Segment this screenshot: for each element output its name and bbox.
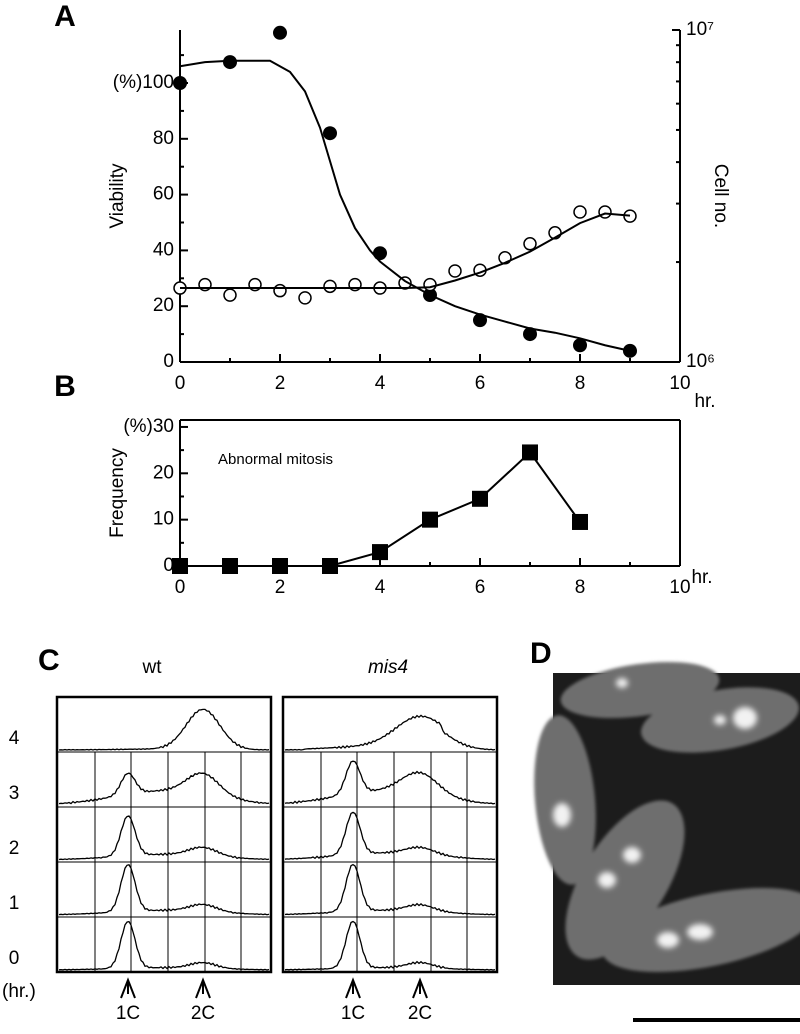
x-tick-label: 2 bbox=[275, 373, 286, 394]
data-point bbox=[223, 288, 237, 302]
histogram-frame bbox=[55, 695, 273, 974]
x-tick-label: 0 bbox=[175, 373, 186, 394]
micrograph bbox=[534, 661, 800, 985]
x-tick-label: 4 bbox=[375, 373, 386, 394]
panel-label: A bbox=[54, 0, 76, 33]
data-point bbox=[372, 544, 388, 561]
data-point bbox=[173, 76, 187, 91]
panel-label: B bbox=[54, 370, 76, 403]
y2-axis-label: Cell no. bbox=[710, 164, 731, 228]
x-tick-label: 4 bbox=[375, 577, 386, 598]
data-point bbox=[373, 246, 387, 261]
y-tick-label: 20 bbox=[153, 462, 174, 483]
histogram bbox=[284, 811, 496, 861]
y-axis-label: Viability bbox=[107, 163, 128, 229]
histogram bbox=[284, 920, 496, 971]
row-label: 3 bbox=[9, 783, 20, 804]
y-tick-label: 40 bbox=[153, 239, 174, 260]
arrows bbox=[120, 977, 428, 999]
x-tick-label: 8 bbox=[575, 577, 586, 598]
data-point bbox=[448, 264, 462, 278]
marker-label: 1C bbox=[341, 1003, 365, 1024]
x-tick-label: 6 bbox=[475, 577, 486, 598]
data-point bbox=[573, 205, 587, 219]
y-axis-label: Frequency bbox=[107, 448, 128, 538]
y-tick-label: 10 bbox=[153, 509, 174, 530]
data-point bbox=[223, 55, 237, 70]
data-point bbox=[323, 279, 337, 294]
data-point bbox=[423, 277, 437, 292]
time-unit: (hr.) bbox=[2, 981, 36, 1002]
data-point bbox=[422, 511, 438, 528]
data-point bbox=[298, 291, 312, 305]
x-tick-label: 0 bbox=[175, 577, 186, 598]
data-point bbox=[573, 338, 587, 353]
x-unit: hr. bbox=[691, 567, 712, 588]
y-tick-label: 0 bbox=[163, 351, 174, 372]
panel-label: C bbox=[38, 644, 60, 677]
y-tick-label: 60 bbox=[153, 184, 174, 205]
data-point bbox=[272, 558, 288, 574]
y-tick-label: (%)30 bbox=[123, 416, 174, 437]
y-tick-label: 80 bbox=[153, 128, 174, 149]
data-point bbox=[273, 283, 287, 298]
y-tick-label: 0 bbox=[163, 555, 174, 576]
histogram bbox=[58, 708, 270, 751]
x-tick-label: 8 bbox=[575, 373, 586, 394]
row-label: 0 bbox=[9, 948, 20, 969]
series-line bbox=[179, 59, 631, 352]
data-point bbox=[323, 126, 337, 141]
data-point bbox=[523, 237, 537, 251]
histogram bbox=[284, 760, 496, 805]
x-tick-label: 10 bbox=[669, 577, 690, 598]
data-point bbox=[623, 209, 637, 223]
data-point bbox=[572, 513, 588, 530]
data-point bbox=[322, 558, 338, 574]
marker-label: 2C bbox=[408, 1003, 432, 1024]
data-point bbox=[222, 558, 238, 574]
panel-label: D bbox=[530, 637, 552, 670]
y-tick-label: (%)100 bbox=[113, 72, 174, 93]
marker-label: 1C bbox=[116, 1003, 140, 1024]
annotation: Abnormal mitosis bbox=[218, 451, 333, 468]
marker-label: 2C bbox=[191, 1003, 215, 1024]
data-point bbox=[473, 313, 487, 328]
x-unit: hr. bbox=[694, 391, 715, 412]
row-label: 4 bbox=[9, 728, 20, 749]
histogram-frame bbox=[281, 695, 499, 974]
data-point bbox=[522, 444, 538, 461]
histogram bbox=[284, 863, 496, 916]
histogram bbox=[58, 864, 270, 916]
data-point bbox=[273, 25, 287, 40]
y-tick-label: 20 bbox=[153, 295, 174, 316]
histogram bbox=[58, 920, 270, 971]
column-label: wt bbox=[142, 657, 163, 678]
y2-tick-label: 10⁶ bbox=[686, 351, 715, 372]
histogram bbox=[58, 772, 270, 805]
histogram bbox=[58, 815, 270, 861]
data-point bbox=[472, 490, 488, 507]
data-point bbox=[172, 558, 188, 574]
x-tick-label: 2 bbox=[275, 577, 286, 598]
histogram bbox=[284, 714, 496, 751]
histogram-panel bbox=[281, 695, 499, 974]
row-label: 2 bbox=[9, 838, 20, 859]
column-label: mis4 bbox=[368, 657, 408, 678]
x-tick-label: 10 bbox=[669, 373, 690, 394]
histogram-panel bbox=[55, 695, 273, 974]
data-point bbox=[623, 343, 637, 358]
data-point bbox=[523, 327, 537, 342]
x-tick-label: 6 bbox=[475, 373, 486, 394]
y2-tick-label: 10⁷ bbox=[686, 19, 714, 40]
series-line bbox=[180, 212, 631, 290]
row-label: 1 bbox=[9, 893, 20, 914]
